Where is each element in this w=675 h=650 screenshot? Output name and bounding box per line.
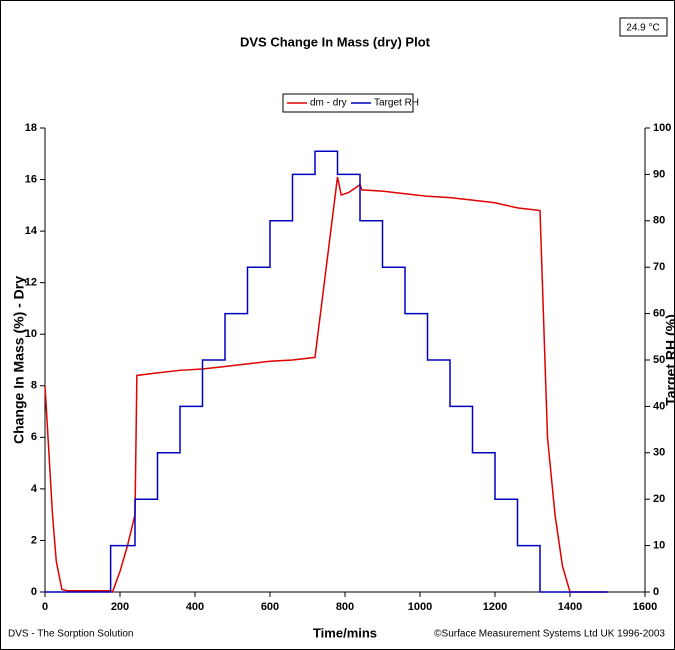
y2-tick-label: 40	[653, 400, 665, 412]
x-tick-label: 1400	[558, 601, 582, 613]
y-axis-label: Change In Mass (%) - Dry	[11, 276, 27, 444]
legend-label: dm - dry	[310, 98, 347, 109]
y-tick-label: 10	[25, 328, 37, 340]
y2-tick-label: 70	[653, 261, 665, 273]
y-tick-label: 6	[31, 431, 37, 443]
series-line	[44, 176, 608, 593]
y2-tick-label: 80	[653, 215, 665, 227]
y2-tick-label: 10	[653, 540, 665, 552]
y2-tick-label: 30	[653, 447, 665, 459]
y2-tick-label: 0	[653, 586, 659, 598]
footer-right: ©Surface Measurement Systems Ltd UK 1996…	[434, 629, 665, 640]
footer-left: DVS - The Sorption Solution	[8, 629, 133, 640]
temperature-box	[619, 17, 668, 37]
y2-tick-label: 20	[653, 493, 665, 505]
x-tick-label: 1200	[483, 601, 507, 613]
y-tick-label: 8	[31, 380, 37, 392]
legend-label: Target RH	[374, 98, 419, 109]
y2-tick-label: 50	[653, 354, 665, 366]
x-tick-label: 800	[336, 601, 354, 613]
x-tick-label: 0	[42, 601, 48, 613]
legend-box	[282, 93, 414, 113]
y2-tick-label: 60	[653, 308, 665, 320]
y2-axis-label: Target RH (%)	[663, 314, 675, 406]
y-tick-label: 14	[25, 225, 38, 237]
chart-title: DVS Change In Mass (dry) Plot	[240, 34, 431, 49]
x-tick-label: 600	[261, 601, 279, 613]
x-tick-label: 1000	[408, 601, 432, 613]
y-tick-label: 16	[25, 173, 37, 185]
x-tick-label: 1600	[633, 601, 657, 613]
x-tick-label: 400	[186, 601, 204, 613]
y2-tick-label: 100	[653, 122, 671, 134]
y-tick-label: 0	[31, 586, 37, 598]
x-axis-label: Time/mins	[313, 625, 377, 640]
temperature: 24.9 °C	[626, 23, 659, 34]
y-tick-label: 12	[25, 277, 37, 289]
series-line	[45, 150, 608, 593]
y2-tick-label: 90	[653, 168, 665, 180]
x-tick-label: 200	[111, 601, 129, 613]
y-tick-label: 2	[31, 534, 37, 546]
y-tick-label: 18	[25, 122, 37, 134]
y-tick-label: 4	[31, 483, 38, 495]
